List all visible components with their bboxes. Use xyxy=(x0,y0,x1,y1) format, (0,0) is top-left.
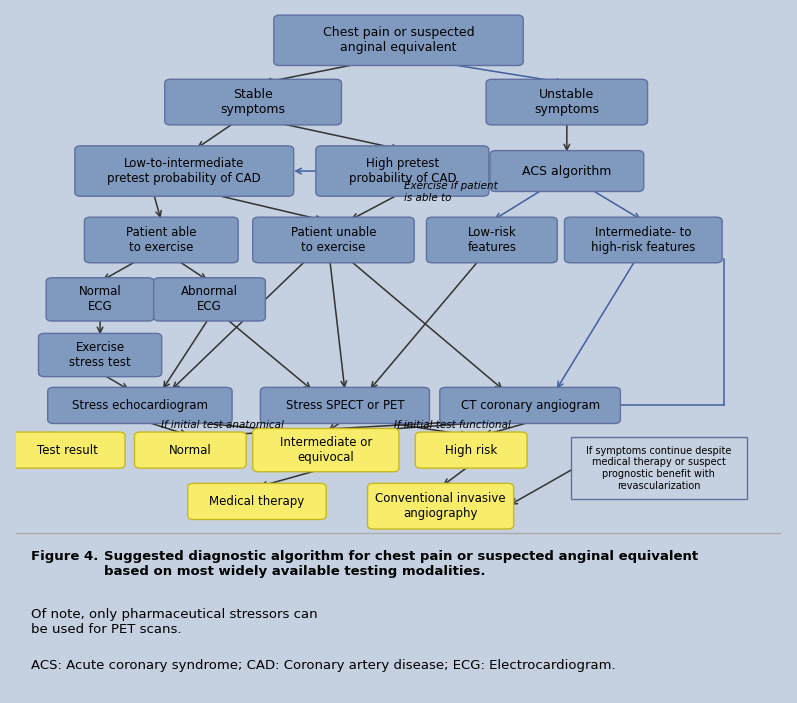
Text: ACS: Acute coronary syndrome; CAD: Coronary artery disease; ECG: Electrocardiogr: ACS: Acute coronary syndrome; CAD: Coron… xyxy=(31,659,616,673)
FancyBboxPatch shape xyxy=(253,428,398,472)
Text: Stable
symptoms: Stable symptoms xyxy=(221,88,285,116)
Text: Exercise if patient
is able to: Exercise if patient is able to xyxy=(404,181,497,203)
Text: Suggested diagnostic algorithm for chest pain or suspected anginal equivalent
ba: Suggested diagnostic algorithm for chest… xyxy=(104,550,698,578)
FancyBboxPatch shape xyxy=(486,79,647,125)
FancyBboxPatch shape xyxy=(426,217,557,263)
Text: High pretest
probability of CAD: High pretest probability of CAD xyxy=(348,157,456,185)
FancyBboxPatch shape xyxy=(188,484,326,520)
FancyBboxPatch shape xyxy=(84,217,238,263)
Text: Low-risk
features: Low-risk features xyxy=(467,226,516,254)
Text: Normal: Normal xyxy=(169,444,212,456)
FancyBboxPatch shape xyxy=(564,217,722,263)
FancyBboxPatch shape xyxy=(38,333,162,377)
Text: Test result: Test result xyxy=(37,444,98,456)
FancyBboxPatch shape xyxy=(261,387,430,423)
FancyBboxPatch shape xyxy=(571,437,747,499)
FancyBboxPatch shape xyxy=(154,278,265,321)
Text: If symptoms continue despite
medical therapy or suspect
prognostic benefit with
: If symptoms continue despite medical the… xyxy=(586,446,732,491)
Text: ACS algorithm: ACS algorithm xyxy=(522,165,611,178)
FancyBboxPatch shape xyxy=(367,484,513,529)
Text: If initial test anatomical: If initial test anatomical xyxy=(161,420,284,430)
FancyBboxPatch shape xyxy=(253,217,414,263)
Text: Figure 4.: Figure 4. xyxy=(31,550,104,563)
Text: If initial test functional: If initial test functional xyxy=(394,420,511,430)
Text: Unstable
symptoms: Unstable symptoms xyxy=(534,88,599,116)
FancyBboxPatch shape xyxy=(75,146,293,196)
FancyBboxPatch shape xyxy=(415,432,527,468)
Text: Medical therapy: Medical therapy xyxy=(210,495,304,508)
Text: Patient unable
to exercise: Patient unable to exercise xyxy=(291,226,376,254)
FancyBboxPatch shape xyxy=(48,387,232,423)
FancyBboxPatch shape xyxy=(135,432,246,468)
Text: Chest pain or suspected
anginal equivalent: Chest pain or suspected anginal equivale… xyxy=(323,26,474,54)
Text: Intermediate- to
high-risk features: Intermediate- to high-risk features xyxy=(591,226,696,254)
Text: Exercise
stress test: Exercise stress test xyxy=(69,341,131,369)
Text: Conventional invasive
angiography: Conventional invasive angiography xyxy=(375,492,506,520)
Text: Normal
ECG: Normal ECG xyxy=(79,285,121,314)
Text: Stress SPECT or PET: Stress SPECT or PET xyxy=(285,399,404,412)
Text: Stress echocardiogram: Stress echocardiogram xyxy=(72,399,208,412)
Text: CT coronary angiogram: CT coronary angiogram xyxy=(461,399,599,412)
FancyBboxPatch shape xyxy=(46,278,154,321)
FancyBboxPatch shape xyxy=(165,79,341,125)
FancyBboxPatch shape xyxy=(490,150,644,191)
FancyBboxPatch shape xyxy=(440,387,620,423)
Text: Low-to-intermediate
pretest probability of CAD: Low-to-intermediate pretest probability … xyxy=(108,157,261,185)
Text: Patient able
to exercise: Patient able to exercise xyxy=(126,226,197,254)
Text: Intermediate or
equivocal: Intermediate or equivocal xyxy=(280,436,372,464)
Text: Of note, only pharmaceutical stressors can
be used for PET scans.: Of note, only pharmaceutical stressors c… xyxy=(31,608,318,636)
FancyBboxPatch shape xyxy=(274,15,523,65)
FancyBboxPatch shape xyxy=(316,146,489,196)
Text: High risk: High risk xyxy=(445,444,497,456)
Text: Abnormal
ECG: Abnormal ECG xyxy=(181,285,238,314)
FancyBboxPatch shape xyxy=(10,432,125,468)
